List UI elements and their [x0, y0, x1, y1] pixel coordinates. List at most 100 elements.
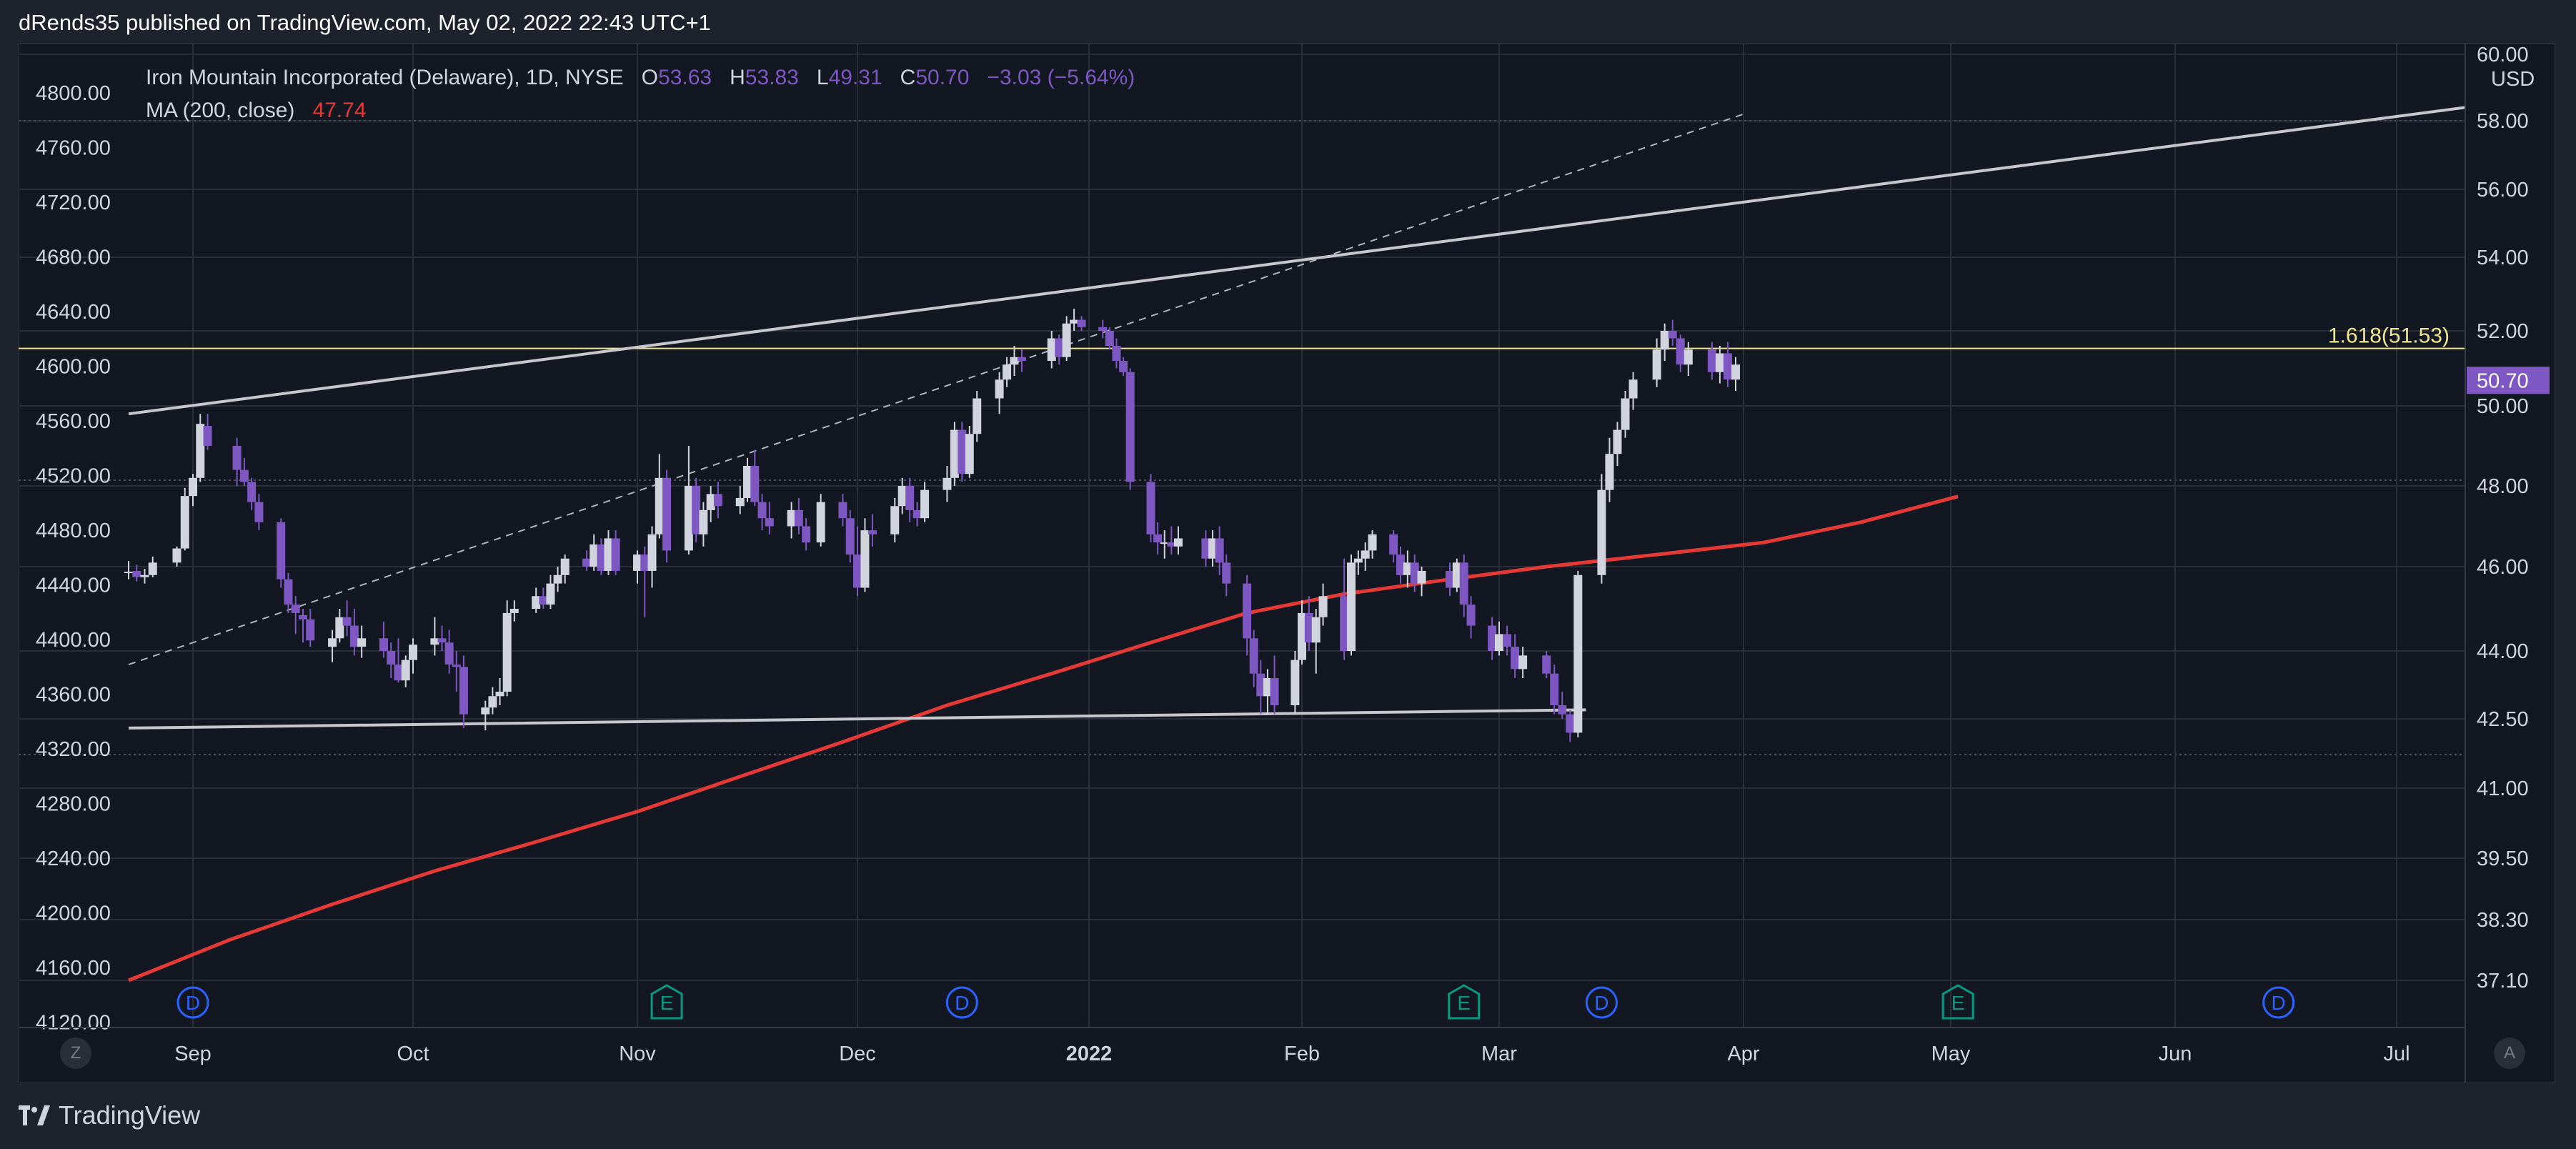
candle-body: [539, 596, 548, 605]
time-tick-label: Feb: [1284, 1043, 1320, 1065]
candle-body: [1062, 323, 1071, 357]
candle: [1452, 558, 1461, 592]
candle-body: [553, 574, 562, 584]
right-tick-label: 60.00: [2477, 44, 2529, 66]
candle: [1146, 474, 1155, 543]
candle: [1311, 609, 1321, 674]
symbol-name: Iron Mountain Incorporated (Delaware), 1…: [146, 66, 624, 89]
earnings-icon: [1941, 984, 1974, 1020]
candle-body: [1550, 673, 1559, 705]
candle-body: [897, 486, 907, 507]
candle-body: [787, 509, 796, 527]
candle: [1160, 530, 1169, 559]
ma-label: MA (200, close): [146, 99, 295, 122]
candle: [1613, 422, 1622, 466]
candlestick-chart[interactable]: 1.618(51.53) D E D E D E D 4800.00 4760.00 4720.…: [19, 43, 2555, 1083]
candle: [897, 477, 907, 514]
candle: [1249, 630, 1258, 687]
candle: [912, 502, 922, 527]
candle-body: [1304, 612, 1313, 643]
event-earnings-marker: E: [1941, 984, 1974, 1020]
right-tick-label: 50.00: [2477, 395, 2529, 418]
candle-body: [1249, 638, 1258, 674]
candle: [706, 486, 715, 522]
candle-body: [1222, 562, 1231, 584]
trendline-upper-channel: [128, 106, 2466, 416]
candle-body: [394, 665, 403, 681]
low-label: L: [816, 66, 829, 89]
candle: [437, 625, 447, 651]
candle-body: [692, 486, 701, 534]
candle: [640, 546, 650, 617]
candle: [495, 678, 504, 705]
candle-body: [1167, 542, 1176, 547]
candle: [1605, 437, 1614, 502]
candle: [1652, 338, 1661, 387]
candle-body: [1003, 364, 1012, 380]
candle: [335, 609, 344, 643]
right-tick-label: 37.10: [2477, 970, 2529, 993]
candle: [853, 526, 862, 597]
candle-body: [860, 530, 870, 588]
candle: [1573, 570, 1583, 737]
candle: [189, 474, 197, 507]
candle-body: [1621, 398, 1630, 430]
dividend-icon: [945, 986, 978, 1019]
event-letter: E: [660, 992, 674, 1014]
candle-body: [950, 429, 959, 478]
candle-body: [604, 538, 613, 571]
candle-body: [1676, 338, 1685, 365]
chart-frame: [19, 43, 2555, 1083]
candle-body: [838, 502, 847, 519]
event-letter: D: [1594, 992, 1608, 1014]
zoom-reset-button[interactable]: Z: [60, 1038, 91, 1069]
candle-body: [509, 609, 519, 613]
trendlines: [128, 106, 2466, 730]
candle: [1298, 600, 1306, 665]
candle-body: [1340, 596, 1349, 651]
candle: [1062, 316, 1071, 361]
candle: [1684, 342, 1693, 376]
left-tick-label: 4400.00: [36, 629, 111, 652]
time-tick-label: Sep: [174, 1043, 212, 1065]
candle-body: [1452, 562, 1461, 588]
tradingview-logo[interactable]: TradingView: [19, 1099, 200, 1132]
candle-body: [1010, 357, 1019, 365]
candle-body: [1684, 349, 1693, 365]
candle-body: [750, 466, 760, 502]
candle-body: [1368, 534, 1377, 551]
candle: [1153, 522, 1163, 555]
candle: [1518, 647, 1528, 678]
candle-body: [706, 494, 715, 510]
trendline-dashed-channel: [128, 113, 1744, 665]
candle-body: [1668, 331, 1677, 339]
candle: [787, 502, 796, 539]
candle: [1417, 567, 1426, 597]
horizontal-gridlines: [19, 54, 2465, 981]
candle-body: [1098, 327, 1108, 331]
candle: [196, 414, 205, 482]
candle: [1660, 323, 1669, 361]
left-tick-label: 4800.00: [36, 82, 111, 105]
candle-body: [357, 638, 367, 647]
candle-body: [905, 486, 915, 510]
ma-legend: MA (200, close) 47.74: [146, 99, 367, 123]
candle-body: [409, 645, 417, 660]
candle: [254, 494, 264, 531]
candle: [1410, 554, 1419, 592]
candle: [247, 477, 257, 510]
candle-body: [1403, 562, 1412, 575]
candle: [905, 477, 915, 522]
candle: [1503, 625, 1512, 656]
candle: [1318, 583, 1328, 626]
candle-body: [912, 509, 922, 519]
auto-scale-button[interactable]: A: [2494, 1038, 2525, 1069]
candle-body: [1270, 678, 1279, 705]
candle-body: [132, 570, 141, 577]
last-price-label: 50.70: [2477, 369, 2529, 392]
candle-body: [845, 518, 855, 555]
candles: [124, 309, 1740, 742]
candle: [1668, 319, 1677, 346]
candle: [1488, 617, 1497, 660]
candle-body: [189, 477, 197, 497]
